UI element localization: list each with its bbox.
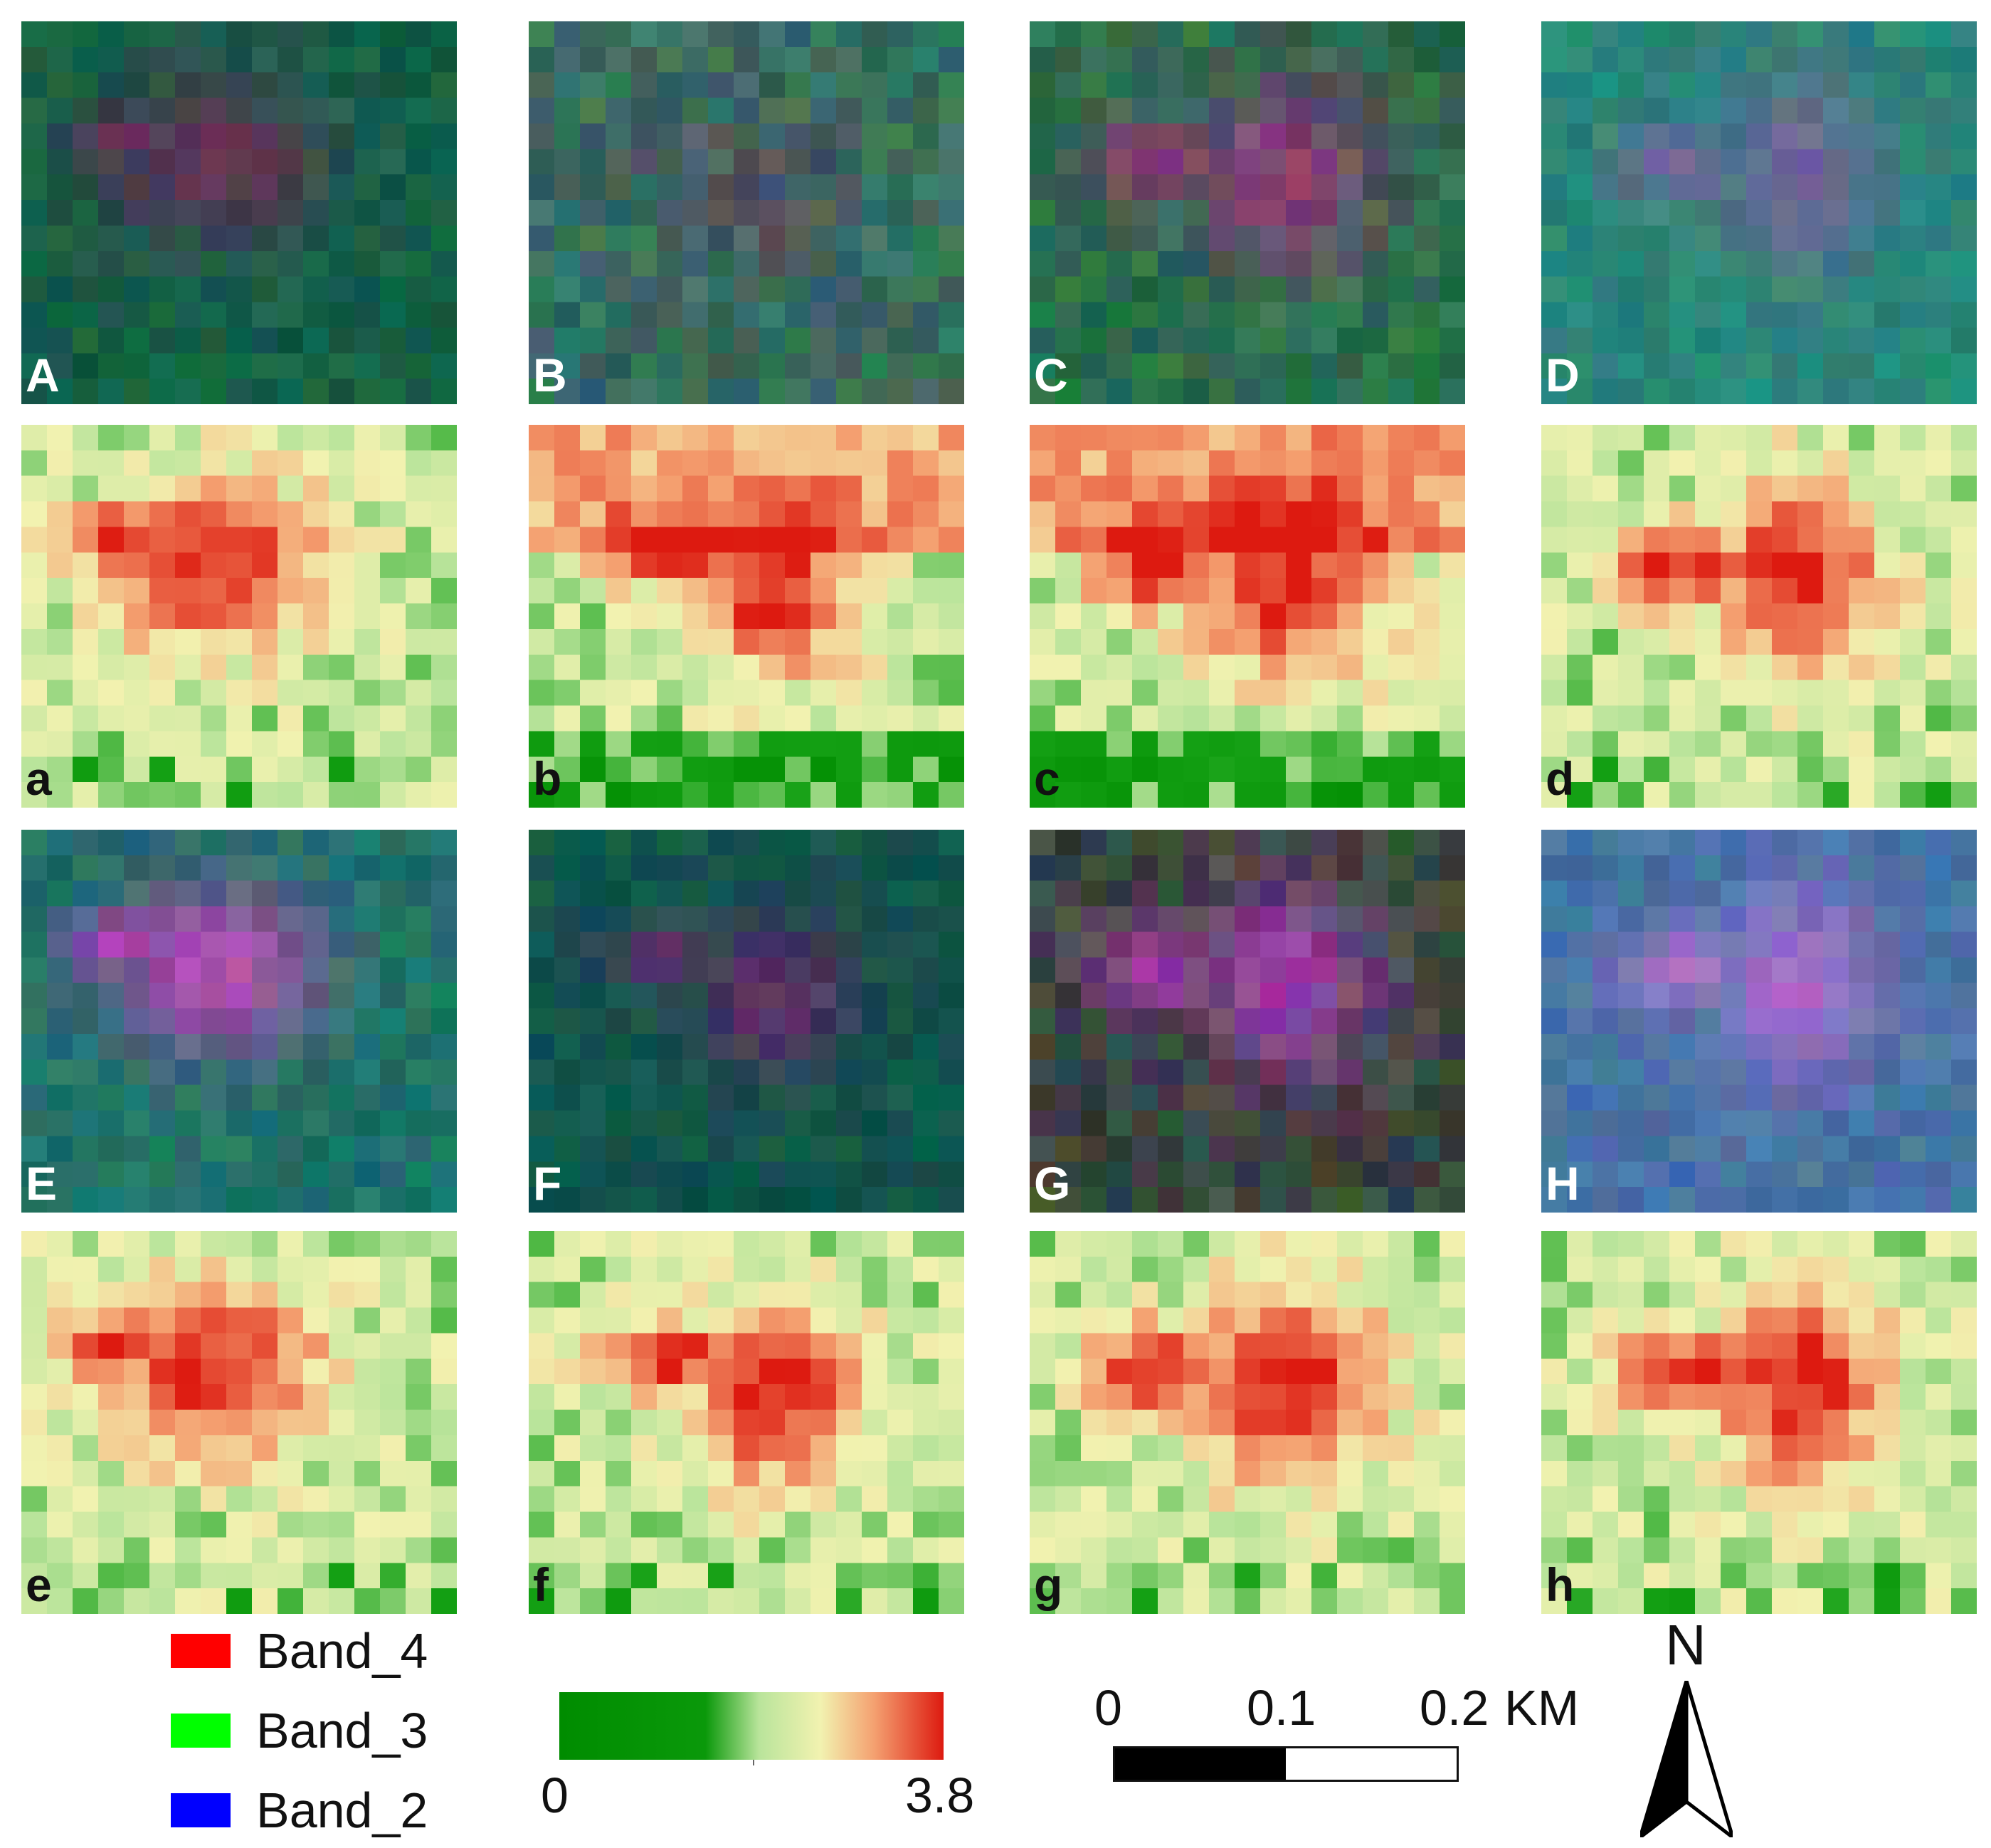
panel-image-e (21, 1231, 457, 1614)
panel-image-E (21, 830, 457, 1213)
panel-label-d: d (1546, 752, 1575, 805)
panel-image-g (1030, 1231, 1465, 1614)
scale-tick-0-1: 0.1 (1247, 1680, 1316, 1736)
panel-label-e: e (26, 1558, 52, 1611)
panel-label-H: H (1546, 1157, 1580, 1210)
scale-tick-0: 0 (1094, 1680, 1122, 1736)
panel-a: a (21, 425, 457, 808)
colorbar-min-label: 0 (541, 1768, 569, 1823)
panel-image-G (1030, 830, 1465, 1213)
panel-E: E (21, 830, 457, 1213)
panel-image-h (1541, 1231, 1977, 1614)
panel-A: A (21, 21, 457, 404)
panel-label-c: c (1034, 752, 1060, 805)
panel-image-c (1030, 425, 1465, 808)
panel-label-D: D (1546, 349, 1580, 401)
panel-B: B (529, 21, 964, 404)
panel-image-F (529, 830, 964, 1213)
panel-label-C: C (1034, 349, 1068, 401)
legend-label-band-3: Band_3 (256, 1703, 428, 1758)
legend-swatch-band-3 (171, 1714, 231, 1748)
panel-image-D (1541, 21, 1977, 404)
panel-G: G (1030, 830, 1465, 1213)
panel-C: C (1030, 21, 1465, 404)
panel-H: H (1541, 830, 1977, 1213)
panel-label-B: B (533, 349, 567, 401)
north-arrow-icon (1640, 1681, 1733, 1837)
panel-image-b (529, 425, 964, 808)
scale-tick-0-2: 0.2 (1420, 1680, 1489, 1736)
panel-label-E: E (26, 1157, 58, 1210)
panel-label-A: A (26, 349, 60, 401)
panel-image-A (21, 21, 457, 404)
north-label: N (1665, 1613, 1706, 1677)
panel-label-h: h (1546, 1558, 1575, 1611)
panel-h: h (1541, 1231, 1977, 1614)
panel-label-F: F (533, 1157, 562, 1210)
panel-b: b (529, 425, 964, 808)
panel-F: F (529, 830, 964, 1213)
panel-g: g (1030, 1231, 1465, 1614)
panel-label-G: G (1034, 1157, 1071, 1210)
panel-image-H (1541, 830, 1977, 1213)
scale-bar-black-segment (1115, 1748, 1286, 1780)
panel-label-g: g (1034, 1558, 1063, 1611)
panel-image-d (1541, 425, 1977, 808)
legend-label-band-2: Band_2 (256, 1783, 428, 1838)
legend-label-band-4: Band_4 (256, 1623, 428, 1679)
legend-band-4: Band_4 (171, 1622, 428, 1679)
panel-c: c (1030, 425, 1465, 808)
colorbar-tick (753, 1760, 754, 1765)
colorbar (559, 1692, 944, 1760)
panel-image-a (21, 425, 457, 808)
colorbar-max-label: 3.8 (905, 1768, 975, 1823)
panel-label-a: a (26, 752, 52, 805)
panel-image-f (529, 1231, 964, 1614)
legend-band-2: Band_2 (171, 1782, 428, 1839)
panel-d: d (1541, 425, 1977, 808)
legend-swatch-band-2 (171, 1793, 231, 1827)
panel-image-C (1030, 21, 1465, 404)
scale-unit: KM (1504, 1680, 1579, 1736)
panel-D: D (1541, 21, 1977, 404)
panel-image-B (529, 21, 964, 404)
panel-label-f: f (533, 1558, 549, 1611)
scale-bar (1113, 1746, 1459, 1782)
panel-f: f (529, 1231, 964, 1614)
legend-swatch-band-4 (171, 1634, 231, 1668)
panel-label-b: b (533, 752, 562, 805)
panel-e: e (21, 1231, 457, 1614)
legend-band-3: Band_3 (171, 1702, 428, 1759)
